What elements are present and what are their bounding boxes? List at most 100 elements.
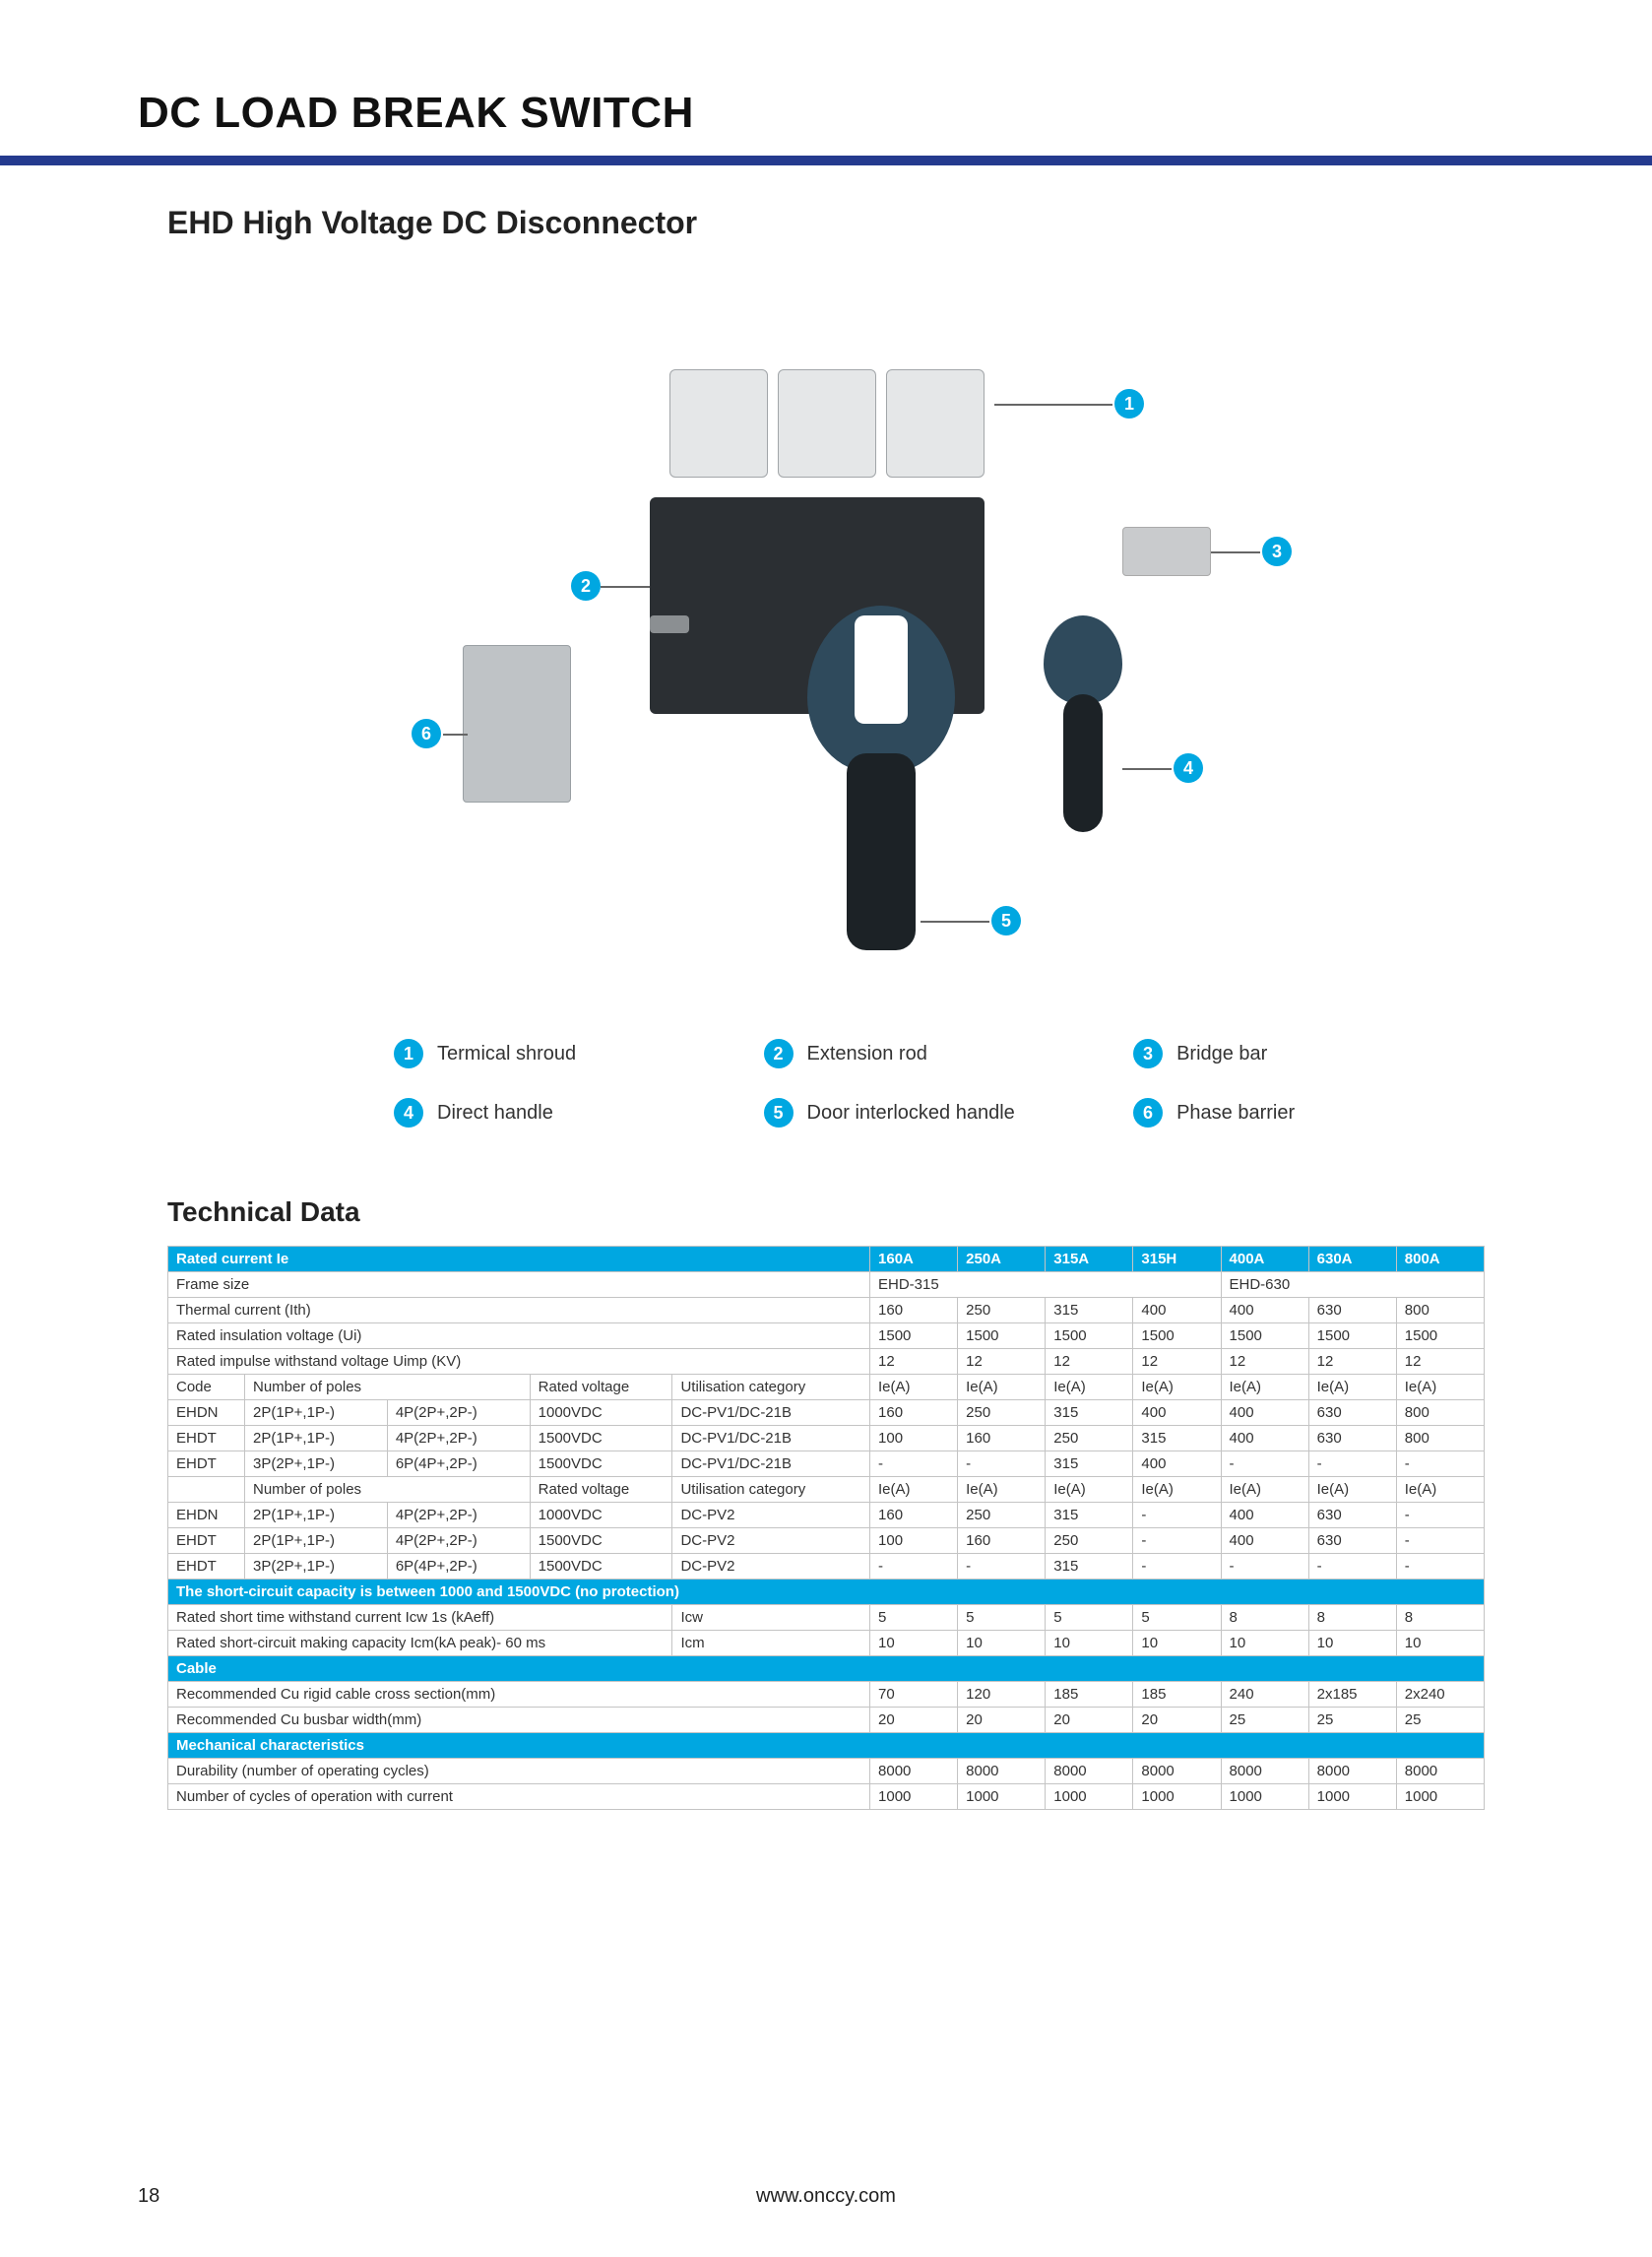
cell: - bbox=[1133, 1503, 1221, 1528]
legend-item: 5 Door interlocked handle bbox=[764, 1098, 1134, 1128]
cell: 70 bbox=[870, 1682, 958, 1708]
cell: 4P(2P+,2P-) bbox=[387, 1528, 530, 1554]
cell: Icw bbox=[672, 1605, 870, 1631]
cell: 2P(1P+,1P-) bbox=[244, 1426, 387, 1451]
legend-item: 2 Extension rod bbox=[764, 1039, 1134, 1068]
cell: - bbox=[1396, 1503, 1484, 1528]
callout-badge-5: 5 bbox=[991, 906, 1021, 935]
cell: 20 bbox=[1046, 1708, 1133, 1733]
col-header: 800A bbox=[1396, 1247, 1484, 1272]
legend-badge: 5 bbox=[764, 1098, 794, 1128]
cell: 3P(2P+,1P-) bbox=[244, 1554, 387, 1580]
table-row: Rated insulation voltage (Ui) 1500 1500 … bbox=[168, 1323, 1485, 1349]
cell: Ie(A) bbox=[1221, 1477, 1308, 1503]
legend-item: 4 Direct handle bbox=[394, 1098, 764, 1128]
cell: 12 bbox=[1308, 1349, 1396, 1375]
table-row: Recommended Cu rigid cable cross section… bbox=[168, 1682, 1485, 1708]
legend-label: Phase barrier bbox=[1176, 1102, 1295, 1125]
cell: 1000 bbox=[1046, 1784, 1133, 1810]
cell: DC-PV2 bbox=[672, 1503, 870, 1528]
cell: EHD-315 bbox=[870, 1272, 1222, 1298]
cell: 1000 bbox=[870, 1784, 958, 1810]
legend-label: Direct handle bbox=[437, 1102, 553, 1125]
cell: EHDT bbox=[168, 1554, 245, 1580]
cell: 400 bbox=[1133, 1298, 1221, 1323]
cell: Ie(A) bbox=[1221, 1375, 1308, 1400]
table-section-heading: Cable bbox=[168, 1656, 1485, 1682]
header-label: Rated current Ie bbox=[168, 1247, 870, 1272]
cell: 1500VDC bbox=[530, 1528, 672, 1554]
cell: 160 bbox=[870, 1503, 958, 1528]
section-heading-cell: The short-circuit capacity is between 10… bbox=[168, 1580, 1485, 1605]
shroud-2 bbox=[778, 369, 876, 478]
cell: 400 bbox=[1133, 1400, 1221, 1426]
cell: 630 bbox=[1308, 1298, 1396, 1323]
table-section-heading: The short-circuit capacity is between 10… bbox=[168, 1580, 1485, 1605]
page-number: 18 bbox=[138, 2185, 159, 2208]
cell: 1500VDC bbox=[530, 1426, 672, 1451]
cell: - bbox=[1308, 1451, 1396, 1477]
cell: Ie(A) bbox=[870, 1477, 958, 1503]
cell: 5 bbox=[1046, 1605, 1133, 1631]
cell: DC-PV2 bbox=[672, 1554, 870, 1580]
cell: 8000 bbox=[1221, 1759, 1308, 1784]
cell: 12 bbox=[870, 1349, 958, 1375]
cell: 800 bbox=[1396, 1426, 1484, 1451]
cell: Ie(A) bbox=[1308, 1477, 1396, 1503]
cell: Rated voltage bbox=[530, 1375, 672, 1400]
cell: 1500 bbox=[1133, 1323, 1221, 1349]
legend-label: Termical shroud bbox=[437, 1043, 576, 1065]
cell: 8 bbox=[1221, 1605, 1308, 1631]
cell: Ie(A) bbox=[1308, 1375, 1396, 1400]
cell: 20 bbox=[1133, 1708, 1221, 1733]
cell: 315 bbox=[1046, 1554, 1133, 1580]
table-row: Rated short time withstand current Icw 1… bbox=[168, 1605, 1485, 1631]
cell: 12 bbox=[1133, 1349, 1221, 1375]
row-label: Number of cycles of operation with curre… bbox=[168, 1784, 870, 1810]
cell: 630 bbox=[1308, 1426, 1396, 1451]
cell: EHDT bbox=[168, 1426, 245, 1451]
table-row: Durability (number of operating cycles) … bbox=[168, 1759, 1485, 1784]
cell: EHDT bbox=[168, 1451, 245, 1477]
subtitle: EHD High Voltage DC Disconnector bbox=[167, 205, 1514, 241]
cell: 1000 bbox=[1396, 1784, 1484, 1810]
cell: 1000 bbox=[1308, 1784, 1396, 1810]
cell: Code bbox=[168, 1375, 245, 1400]
cell: 20 bbox=[958, 1708, 1046, 1733]
technical-data-title: Technical Data bbox=[167, 1196, 1514, 1228]
cell: 1500 bbox=[1046, 1323, 1133, 1349]
cell: 8000 bbox=[1308, 1759, 1396, 1784]
table-row: EHDT 2P(1P+,1P-) 4P(2P+,2P-) 1500VDC DC-… bbox=[168, 1426, 1485, 1451]
table-row: Rated impulse withstand voltage Uimp (KV… bbox=[168, 1349, 1485, 1375]
row-label: Rated impulse withstand voltage Uimp (KV… bbox=[168, 1349, 870, 1375]
cell: 20 bbox=[870, 1708, 958, 1733]
cell: Ie(A) bbox=[1396, 1375, 1484, 1400]
cell: 2P(1P+,1P-) bbox=[244, 1528, 387, 1554]
cell: 315 bbox=[1046, 1503, 1133, 1528]
cell: 400 bbox=[1221, 1400, 1308, 1426]
cell: 800 bbox=[1396, 1400, 1484, 1426]
shroud-3 bbox=[886, 369, 985, 478]
cell: 1500 bbox=[1396, 1323, 1484, 1349]
cell: 10 bbox=[870, 1631, 958, 1656]
legend-label: Door interlocked handle bbox=[807, 1102, 1015, 1125]
legend-item: 6 Phase barrier bbox=[1133, 1098, 1503, 1128]
cell: Ie(A) bbox=[1396, 1477, 1484, 1503]
table-row: Frame size EHD-315 EHD-630 bbox=[168, 1272, 1485, 1298]
table-row: Recommended Cu busbar width(mm) 20 20 20… bbox=[168, 1708, 1485, 1733]
cell: EHDT bbox=[168, 1528, 245, 1554]
callout-line-3 bbox=[1211, 551, 1260, 553]
cell: Ie(A) bbox=[1046, 1375, 1133, 1400]
cell: 1000VDC bbox=[530, 1503, 672, 1528]
cell: 8 bbox=[1308, 1605, 1396, 1631]
col-header: 400A bbox=[1221, 1247, 1308, 1272]
footer-website: www.onccy.com bbox=[756, 2185, 896, 2208]
row-label: Rated short time withstand current Icw 1… bbox=[168, 1605, 672, 1631]
legend-label: Bridge bar bbox=[1176, 1043, 1267, 1065]
cell: - bbox=[1308, 1554, 1396, 1580]
technical-data-table: Rated current Ie 160A 250A 315A 315H 400… bbox=[167, 1246, 1485, 1810]
row-label: Durability (number of operating cycles) bbox=[168, 1759, 870, 1784]
row-label: Recommended Cu busbar width(mm) bbox=[168, 1708, 870, 1733]
cell: 800 bbox=[1396, 1298, 1484, 1323]
cell: 160 bbox=[870, 1298, 958, 1323]
